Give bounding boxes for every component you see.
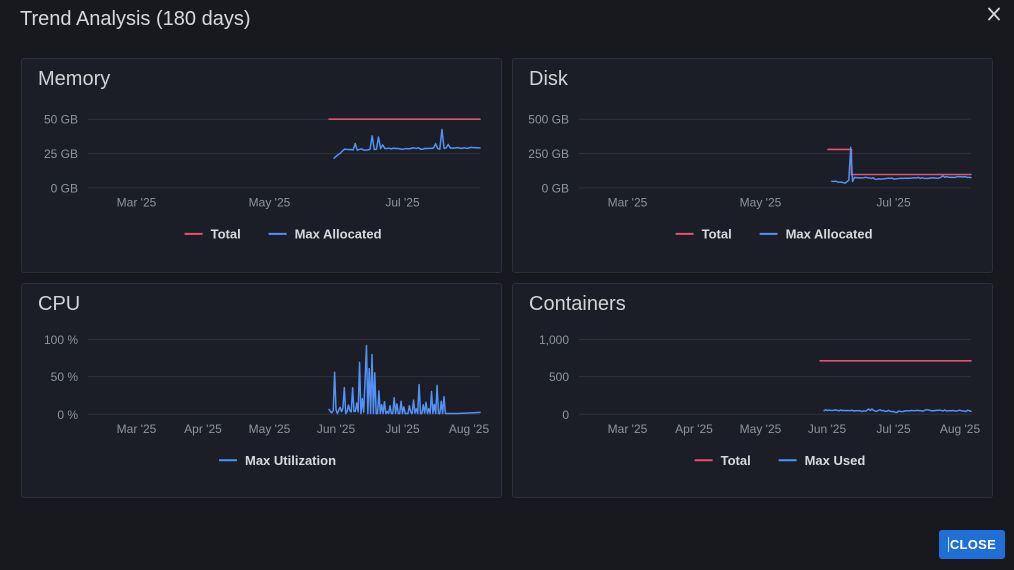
svg-text:May '25: May '25 <box>249 422 291 436</box>
svg-text:May '25: May '25 <box>740 422 782 436</box>
svg-text:Jul '25: Jul '25 <box>876 195 911 209</box>
svg-text:Jul '25: Jul '25 <box>385 422 420 436</box>
svg-text:Total: Total <box>211 226 241 241</box>
svg-text:Jul '25: Jul '25 <box>385 195 420 209</box>
svg-text:Max Used: Max Used <box>805 453 866 468</box>
svg-text:50 GB: 50 GB <box>44 113 78 127</box>
svg-text:500 GB: 500 GB <box>528 113 569 127</box>
svg-text:Jun '25: Jun '25 <box>808 422 847 436</box>
svg-text:0 GB: 0 GB <box>542 181 569 195</box>
svg-text:Total: Total <box>702 226 732 241</box>
svg-text:0: 0 <box>562 408 569 422</box>
svg-text:May '25: May '25 <box>740 195 782 209</box>
svg-text:Mar '25: Mar '25 <box>608 195 648 209</box>
svg-text:Aug '25: Aug '25 <box>449 422 490 436</box>
svg-text:Max Utilization: Max Utilization <box>245 453 336 468</box>
svg-text:Mar '25: Mar '25 <box>608 422 648 436</box>
svg-text:Max Allocated: Max Allocated <box>786 226 873 241</box>
svg-text:1,000: 1,000 <box>539 333 569 347</box>
svg-text:0 %: 0 % <box>57 408 78 422</box>
svg-text:Total: Total <box>721 453 751 468</box>
svg-text:May '25: May '25 <box>249 195 291 209</box>
svg-text:Jul '25: Jul '25 <box>876 422 911 436</box>
svg-text:Apr '25: Apr '25 <box>184 422 222 436</box>
svg-text:500: 500 <box>549 370 569 384</box>
svg-text:250 GB: 250 GB <box>528 147 569 161</box>
svg-text:Jun '25: Jun '25 <box>317 422 356 436</box>
svg-text:Max Allocated: Max Allocated <box>295 226 382 241</box>
svg-text:Mar '25: Mar '25 <box>117 195 157 209</box>
svg-text:0 GB: 0 GB <box>51 181 78 195</box>
svg-text:Aug '25: Aug '25 <box>940 422 981 436</box>
svg-text:50 %: 50 % <box>51 370 79 384</box>
svg-text:100 %: 100 % <box>44 333 78 347</box>
svg-text:Mar '25: Mar '25 <box>117 422 157 436</box>
svg-text:25 GB: 25 GB <box>44 147 78 161</box>
svg-text:Apr '25: Apr '25 <box>675 422 713 436</box>
